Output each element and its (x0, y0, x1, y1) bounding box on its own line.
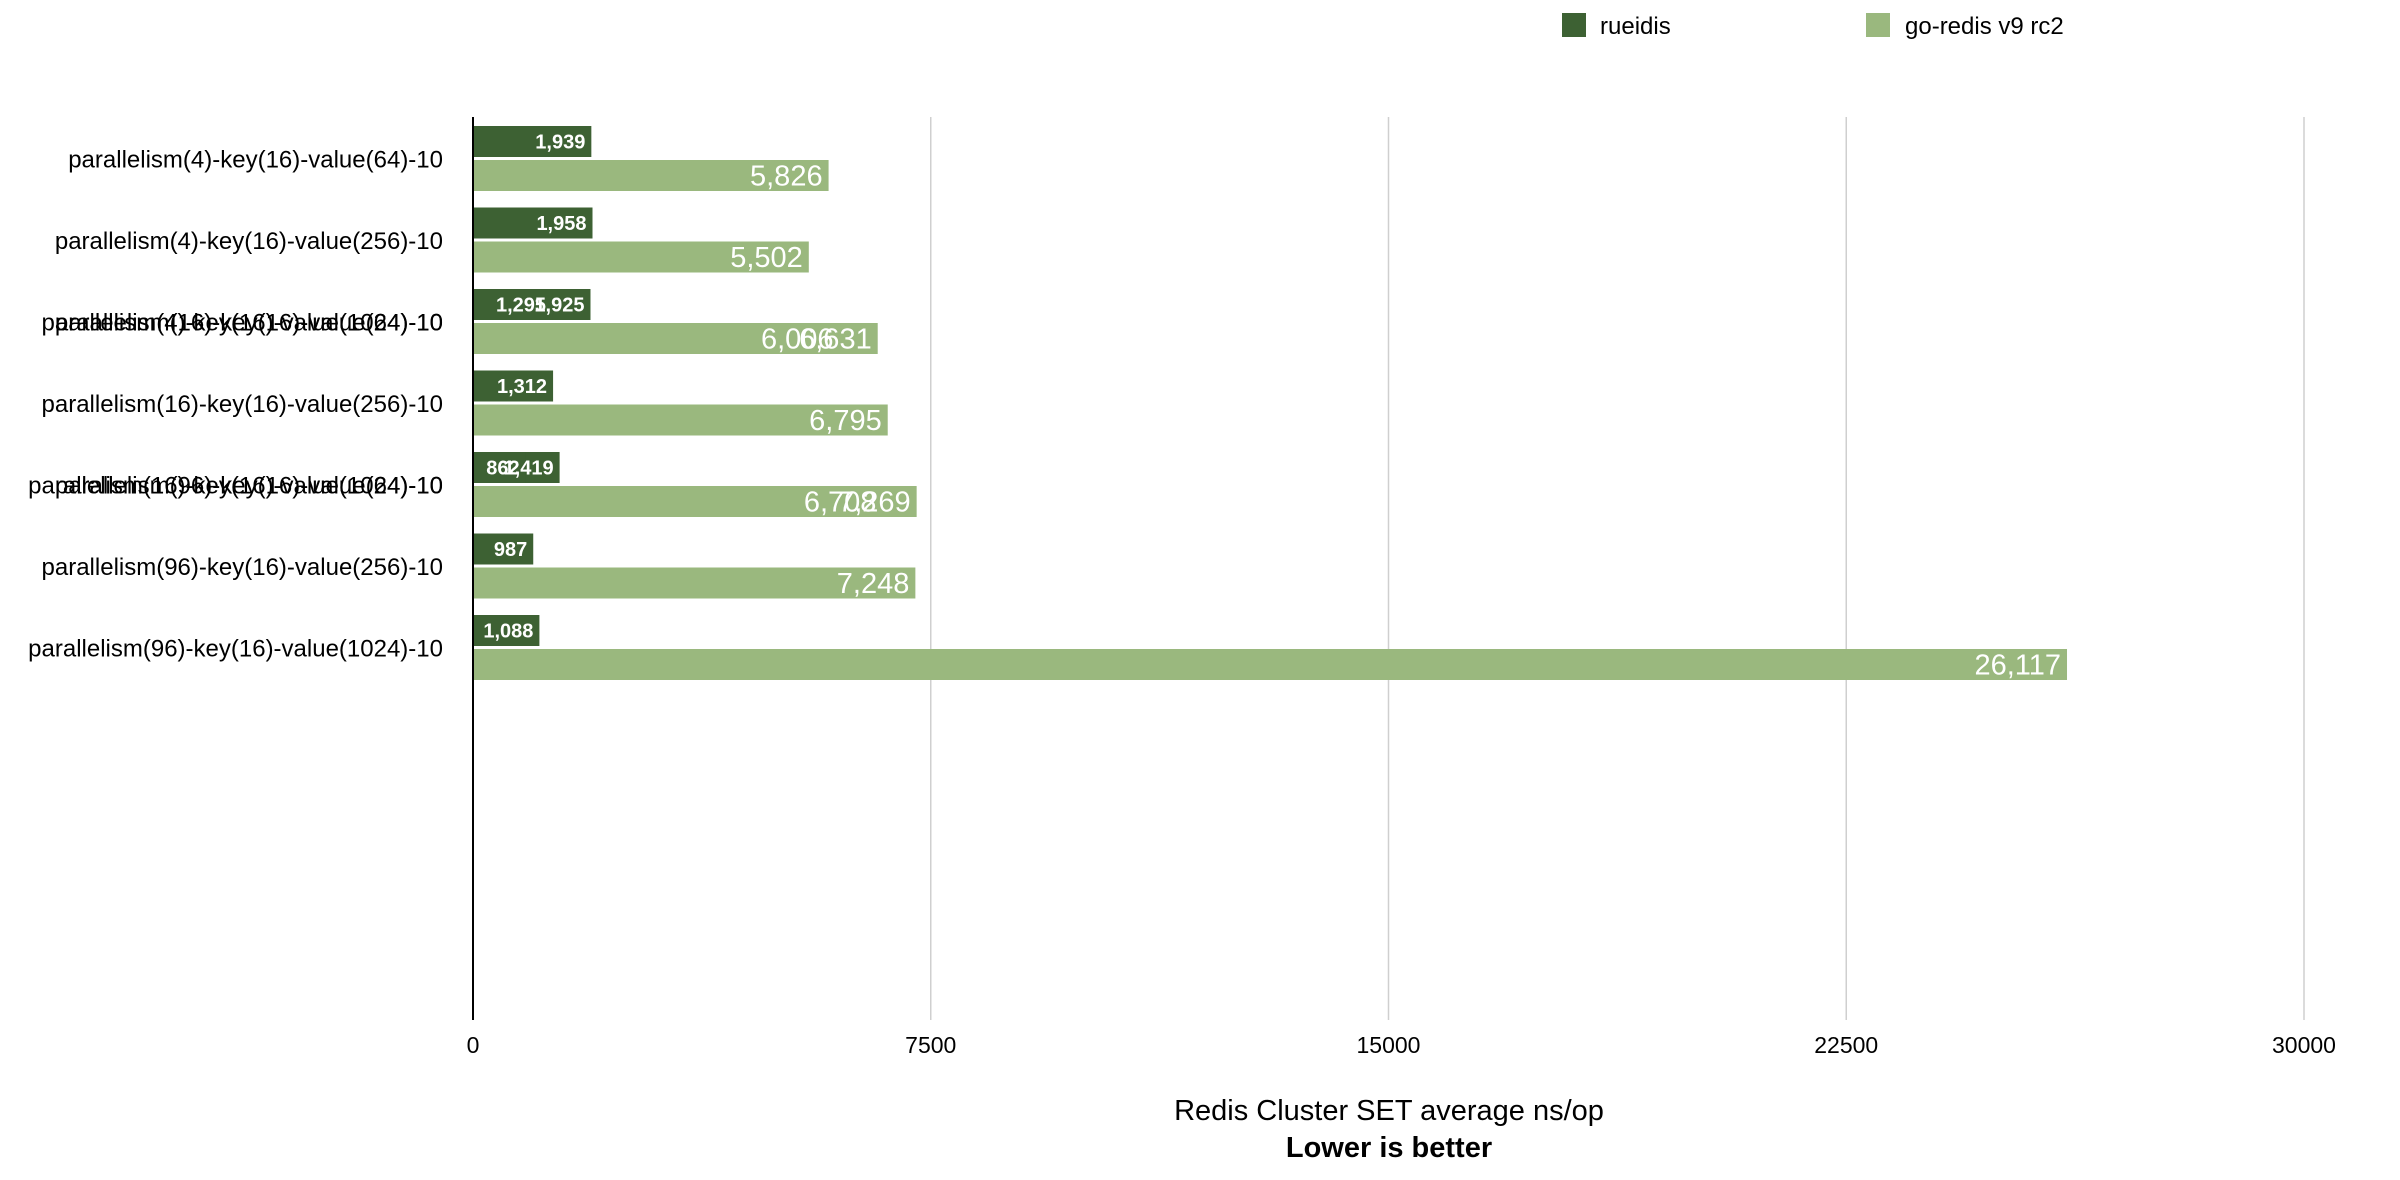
bar-go-redis (473, 404, 888, 436)
bar-go-redis (473, 241, 809, 273)
bar-go-redis (473, 486, 917, 517)
bar-rueidis (473, 289, 553, 320)
category-label: parallelism(4)-key(16)-value(64)-10 (68, 147, 443, 174)
bar-rueidis (473, 126, 592, 157)
x-tick-label: 15000 (1357, 1032, 1421, 1058)
bar-rueidis (473, 533, 534, 565)
data-label-go-redis: 7,269 (838, 487, 911, 519)
bar-rueidis (473, 452, 526, 483)
bar-go-redis (473, 160, 829, 191)
category-label: parallelism(4)-key(16)-value(1024)-10 (42, 310, 443, 337)
x-axis-subtitle: Lower is better (1286, 1132, 1492, 1164)
legend: rueidis go-redis v9 rc2 (1562, 13, 2064, 40)
legend-label: rueidis (1600, 13, 1671, 40)
data-label-go-redis: 26,117 (1974, 650, 2061, 682)
category-label: parallelism(16)-key(16)-value(1024)-10 (28, 473, 443, 500)
category-label: parallelism(16)-key(16)-value(256)-10 (42, 391, 443, 418)
x-tick-label: 0 (467, 1032, 480, 1058)
x-tick-label: 7500 (905, 1032, 956, 1058)
data-label-go-redis: 5,826 (750, 161, 823, 193)
legend-swatch (1562, 13, 1586, 37)
bar-rueidis (473, 207, 593, 239)
bar-rueidis (473, 615, 540, 646)
bars (473, 126, 2068, 680)
grid-lines (930, 117, 2305, 1020)
data-label-rueidis: 1,312 (497, 376, 547, 398)
category-label: parallelism(96)-key(16)-value(1024)-10 (28, 636, 443, 663)
data-label-go-redis: 6,795 (809, 405, 882, 437)
x-axis-title: Redis Cluster SET average ns/op (1174, 1095, 1604, 1127)
data-label-rueidis: 1,939 (535, 132, 585, 154)
x-tick-labels: 0 7500 15000 22500 30000 (467, 1032, 2336, 1058)
data-label-go-redis: 6,006 (761, 324, 834, 356)
data-label-rueidis: 1,925 (534, 295, 584, 317)
data-label-rueidis: 1,295 (496, 295, 546, 317)
category-label: parallelism(96)-key(16)-value(64)-10 (55, 473, 443, 500)
data-label-rueidis: 987 (494, 539, 527, 561)
bar-go-redis (473, 567, 916, 599)
bar-go-redis (473, 323, 878, 354)
data-label-go-redis: 6,708 (804, 487, 877, 519)
data-label-go-redis: 7,248 (837, 568, 910, 600)
legend-label: go-redis v9 rc2 (1905, 13, 2064, 40)
data-label-rueidis: 862 (486, 458, 519, 480)
category-label: parallelism(96)-key(16)-value(256)-10 (42, 554, 443, 581)
data-label-rueidis: 1,958 (536, 213, 586, 235)
x-tick-label: 30000 (2272, 1032, 2336, 1058)
data-label-go-redis: 5,502 (730, 242, 803, 274)
value-labels: 1,939 5,826 1,958 5,502 1,925 6,006 1,295 6,631… (483, 132, 2061, 682)
bar-rueidis (473, 370, 554, 402)
category-label: parallelism(16)-key(16)-value(64)-10 (55, 310, 443, 337)
data-label-rueidis: 1,419 (504, 458, 554, 480)
category-label: parallelism(4)-key(16)-value(256)-10 (55, 228, 443, 255)
legend-swatch (1866, 13, 1890, 37)
data-label-go-redis: 6,631 (799, 324, 872, 356)
category-labels: parallelism(4)-key(16)-value(64)-10 paral… (28, 147, 443, 663)
bar-go-redis (473, 649, 2068, 680)
x-tick-label: 22500 (1814, 1032, 1878, 1058)
data-label-rueidis: 1,088 (483, 621, 533, 643)
